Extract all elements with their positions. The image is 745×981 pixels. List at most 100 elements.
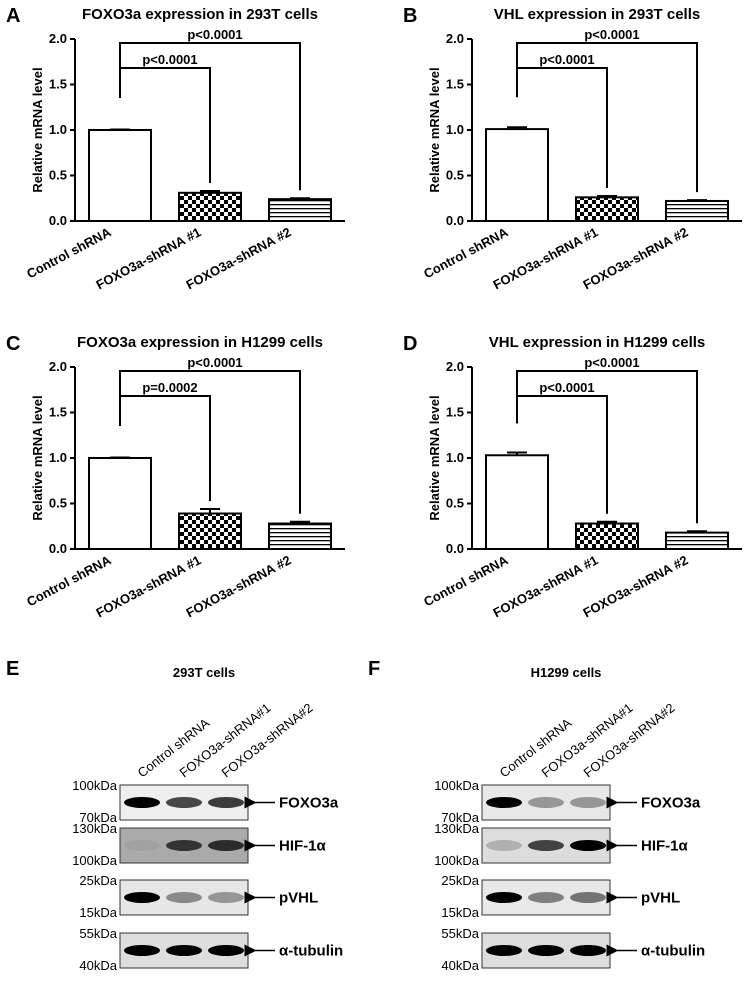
bar: [88, 129, 152, 222]
lane-label: Control shRNA: [497, 715, 575, 780]
y-tick-label: 1.5: [49, 405, 67, 420]
marker-label: 40kDa: [79, 958, 117, 973]
p-value: p<0.0001: [142, 52, 197, 67]
band: [570, 892, 606, 903]
protein-label: FOXO3a: [279, 795, 339, 812]
x-tick-label: Control shRNA: [24, 224, 114, 281]
band: [166, 840, 202, 851]
y-tick-label: 1.5: [446, 77, 464, 92]
lane-label: Control shRNA: [135, 715, 213, 780]
y-axis-label: Relative mRNA level: [30, 67, 45, 192]
error-bar: [290, 520, 310, 524]
bar: [268, 198, 332, 223]
p-value: p<0.0001: [539, 52, 594, 67]
band: [486, 797, 522, 808]
bar: [485, 454, 549, 550]
band: [528, 840, 564, 851]
blot-title: H1299 cells: [531, 665, 602, 680]
error-bar: [687, 530, 707, 533]
band: [486, 945, 522, 956]
y-tick-label: 1.0: [446, 122, 464, 137]
error-bar: [200, 507, 220, 514]
band: [570, 840, 606, 851]
error-bar: [597, 520, 617, 524]
band: [208, 945, 244, 956]
y-tick-label: 0.5: [446, 168, 464, 183]
panel-letter: B: [403, 5, 417, 27]
error-bar: [687, 199, 707, 202]
chart-title: FOXO3a expression in H1299 cells: [77, 334, 323, 351]
y-tick-label: 0.0: [446, 213, 464, 228]
bar: [178, 191, 242, 222]
band: [208, 797, 244, 808]
band: [166, 892, 202, 903]
band: [124, 840, 160, 851]
panel-letter: E: [6, 658, 19, 680]
y-axis-label: Relative mRNA level: [427, 395, 442, 520]
marker-label: 15kDa: [441, 905, 479, 920]
protein-label: pVHL: [641, 890, 680, 907]
p-value: p<0.0001: [539, 380, 594, 395]
y-tick-label: 0.0: [49, 541, 67, 556]
band: [124, 797, 160, 808]
band: [166, 945, 202, 956]
band: [124, 892, 160, 903]
y-tick-label: 1.0: [49, 122, 67, 137]
protein-label: HIF-1α: [641, 838, 689, 855]
band: [486, 892, 522, 903]
p-value: p<0.0001: [187, 355, 242, 370]
error-bar: [290, 197, 310, 200]
marker-label: 70kDa: [79, 810, 117, 825]
y-tick-label: 2.0: [446, 31, 464, 46]
band: [528, 945, 564, 956]
error-bar: [507, 126, 527, 130]
band: [124, 945, 160, 956]
y-tick-label: 1.5: [49, 77, 67, 92]
chart-title: VHL expression in H1299 cells: [489, 334, 706, 351]
error-bar: [597, 194, 617, 198]
chart-title: FOXO3a expression in 293T cells: [82, 6, 318, 23]
significance-bracket: [516, 370, 698, 524]
panel-letter: D: [403, 333, 417, 355]
bar: [485, 128, 549, 222]
p-value: p<0.0001: [584, 355, 639, 370]
marker-label: 55kDa: [79, 926, 117, 941]
marker-label: 25kDa: [441, 873, 479, 888]
protein-label: HIF-1α: [279, 838, 327, 855]
significance-bracket: [119, 42, 301, 191]
significance-bracket: [516, 42, 698, 193]
y-tick-label: 0.5: [49, 168, 67, 183]
marker-label: 25kDa: [79, 873, 117, 888]
protein-label: α-tubulin: [641, 943, 705, 960]
y-tick-label: 2.0: [49, 31, 67, 46]
x-tick-label: Control shRNA: [421, 552, 511, 609]
band: [208, 892, 244, 903]
error-bar: [200, 189, 220, 193]
p-value: p<0.0001: [584, 27, 639, 42]
y-tick-label: 1.0: [49, 450, 67, 465]
chart-title: VHL expression in 293T cells: [494, 6, 700, 23]
panel-letter: A: [6, 5, 20, 27]
p-value: p<0.0001: [187, 27, 242, 42]
blot-title: 293T cells: [173, 665, 235, 680]
y-tick-label: 2.0: [446, 359, 464, 374]
band: [570, 945, 606, 956]
bar: [575, 522, 639, 551]
marker-label: 100kDa: [72, 853, 118, 868]
bar: [575, 196, 639, 222]
band: [570, 797, 606, 808]
bar: [268, 522, 332, 551]
marker-label: 100kDa: [72, 778, 118, 793]
marker-label: 100kDa: [434, 778, 480, 793]
marker-label: 40kDa: [441, 958, 479, 973]
bar: [665, 531, 729, 550]
y-tick-label: 1.0: [446, 450, 464, 465]
band: [528, 797, 564, 808]
marker-label: 15kDa: [79, 905, 117, 920]
protein-label: α-tubulin: [279, 943, 343, 960]
x-tick-label: Control shRNA: [421, 224, 511, 281]
bar: [665, 199, 729, 222]
y-axis-label: Relative mRNA level: [30, 395, 45, 520]
